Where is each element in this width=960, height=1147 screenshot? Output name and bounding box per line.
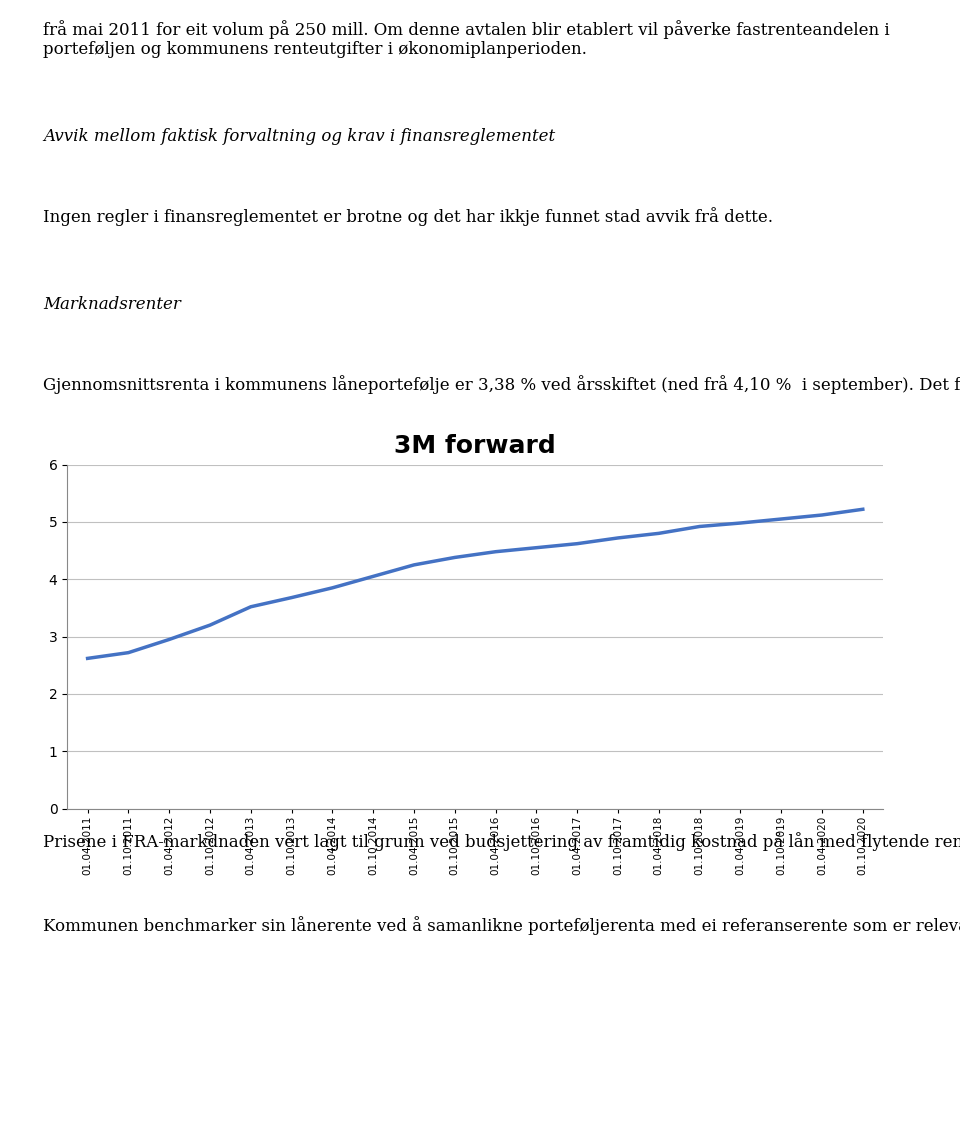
Text: Ingen regler i finansreglementet er brotne og det har ikkje funnet stad avvik fr: Ingen regler i finansreglementet er brot…	[43, 208, 773, 226]
Text: Marknadsrenter: Marknadsrenter	[43, 296, 181, 313]
Text: Avvik mellom faktisk forvaltning og krav i finansreglementet: Avvik mellom faktisk forvaltning og krav…	[43, 128, 555, 146]
Text: Kommunen benchmarker sin lånerente ved å samanlikne porteføljerenta med ei refer: Kommunen benchmarker sin lånerente ved å…	[43, 915, 960, 935]
Title: 3M forward: 3M forward	[395, 435, 556, 459]
Text: Gjennomsnittsrenta i kommunens låneportefølje er 3,38 % ved årsskiftet (ned frå : Gjennomsnittsrenta i kommunens låneporte…	[43, 375, 960, 393]
Text: Prisene i FRA-markdnaden vert lagt til grunn ved budsjettering av framtidig kost: Prisene i FRA-markdnaden vert lagt til g…	[43, 833, 960, 851]
Text: frå mai 2011 for eit volum på 250 mill. Om denne avtalen blir etablert vil påver: frå mai 2011 for eit volum på 250 mill. …	[43, 19, 890, 58]
